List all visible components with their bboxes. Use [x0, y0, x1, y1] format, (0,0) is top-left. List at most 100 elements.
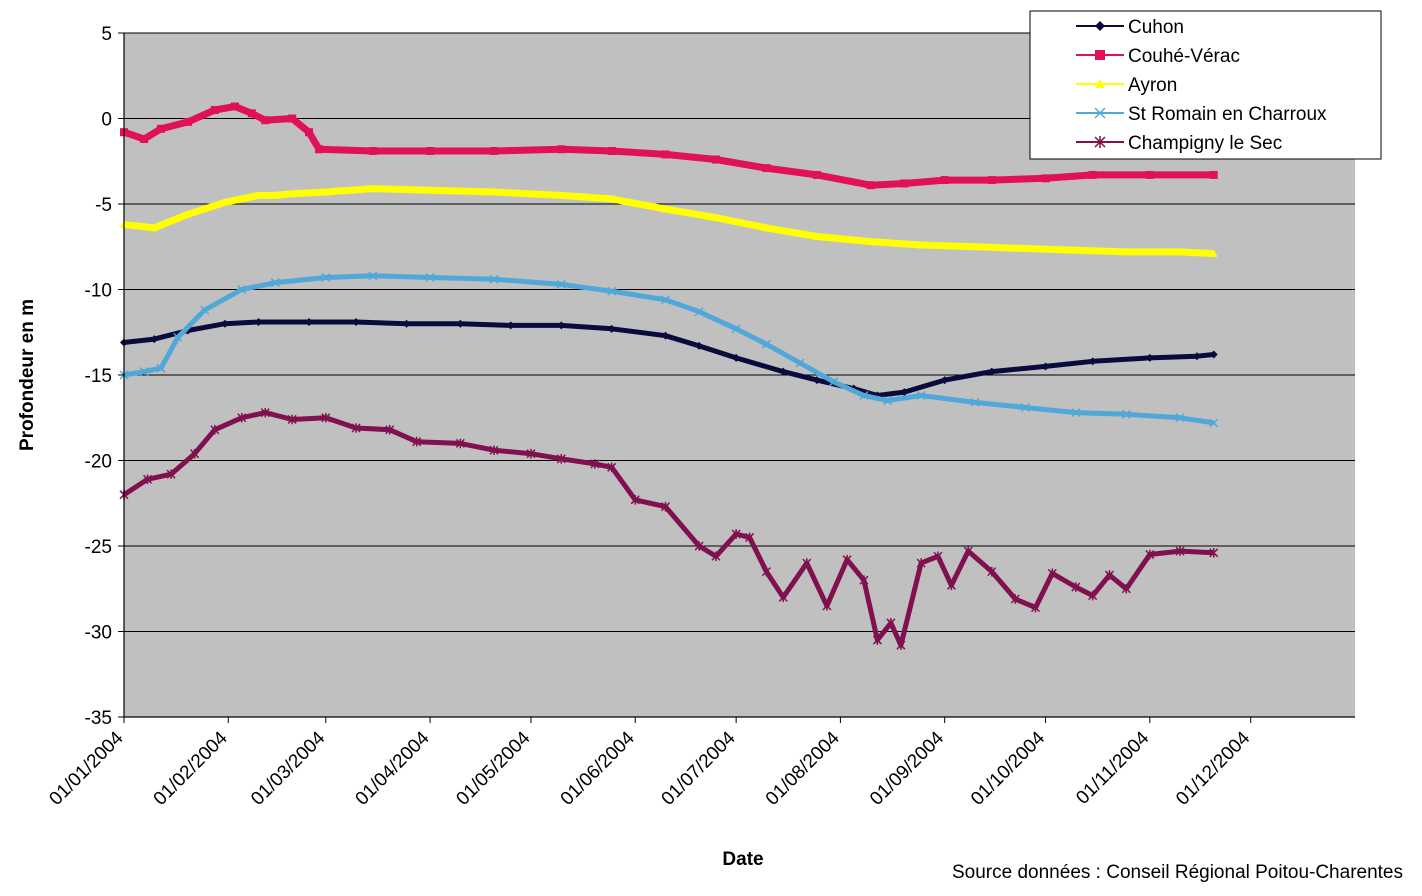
- data-point: [1095, 79, 1105, 88]
- data-point: [166, 469, 176, 479]
- y-tick-label: -15: [85, 366, 112, 387]
- data-point: [190, 448, 200, 459]
- data-point: [963, 546, 973, 556]
- data-point: [1094, 136, 1106, 148]
- data-point: [254, 317, 263, 326]
- data-point: [607, 194, 616, 203]
- series-1: [120, 317, 1218, 400]
- legend-entry: St Romain en Charroux: [1076, 104, 1327, 125]
- legend-label: St Romain en Charroux: [1128, 104, 1327, 125]
- legend-label: Champigny le Sec: [1128, 133, 1282, 154]
- data-point: [352, 317, 361, 326]
- series-line: [122, 103, 1214, 189]
- data-point: [940, 376, 949, 385]
- data-point: [247, 109, 256, 118]
- data-point: [412, 436, 422, 447]
- data-point: [489, 146, 498, 155]
- data-point: [1176, 247, 1185, 256]
- data-point: [1209, 170, 1218, 179]
- data-point: [426, 186, 435, 194]
- data-point: [661, 331, 670, 340]
- data-point: [590, 459, 600, 469]
- data-point: [630, 495, 640, 505]
- data-point: [695, 341, 704, 350]
- data-point: [872, 635, 882, 645]
- data-point: [882, 396, 893, 406]
- data-point: [1088, 357, 1097, 366]
- data-point: [1030, 602, 1041, 613]
- data-point: [557, 321, 566, 330]
- data-point: [315, 145, 324, 154]
- data-point: [900, 388, 909, 397]
- data-point: [260, 407, 270, 418]
- data-point: [402, 319, 411, 328]
- data-point: [526, 448, 536, 459]
- data-point: [156, 363, 166, 373]
- data-point: [1020, 402, 1030, 413]
- data-point: [866, 237, 875, 245]
- y-tick-label: 5: [101, 24, 112, 45]
- data-point: [732, 353, 741, 362]
- data-point: [762, 223, 771, 232]
- data-point: [150, 335, 159, 344]
- data-point: [368, 146, 377, 155]
- data-point: [812, 376, 821, 385]
- data-point: [304, 128, 313, 137]
- data-point: [1145, 170, 1154, 179]
- data-point: [987, 367, 996, 376]
- data-point: [1021, 244, 1030, 252]
- y-tick-label: -35: [85, 708, 112, 729]
- legend-label: Cuhon: [1128, 17, 1184, 38]
- data-point: [779, 367, 788, 376]
- series-4: [119, 271, 1219, 428]
- data-point: [842, 554, 852, 565]
- data-point: [304, 317, 313, 326]
- series-line: [122, 410, 1214, 648]
- data-point: [822, 601, 832, 611]
- data-point: [933, 551, 943, 562]
- data-point: [1175, 546, 1185, 556]
- y-tick-label: 0: [101, 110, 112, 131]
- data-point: [1209, 418, 1219, 428]
- legend-entry: Ayron: [1076, 75, 1177, 96]
- legend-label: Ayron: [1128, 75, 1177, 96]
- y-tick-label: -25: [85, 537, 112, 558]
- data-point: [140, 135, 149, 144]
- data-point: [1094, 107, 1106, 119]
- data-point: [321, 188, 330, 196]
- data-point: [426, 146, 435, 155]
- y-axis-title: Profondeur en m: [17, 299, 38, 451]
- data-point: [351, 423, 361, 433]
- data-point: [1095, 50, 1105, 60]
- data-point: [1145, 549, 1155, 560]
- data-point: [270, 278, 280, 288]
- data-point: [556, 279, 566, 289]
- data-point: [660, 501, 671, 512]
- data-point: [456, 319, 465, 328]
- data-point: [761, 566, 771, 577]
- data-point: [1071, 582, 1081, 592]
- data-point: [711, 155, 720, 164]
- data-point: [1175, 413, 1185, 423]
- data-point: [321, 412, 331, 423]
- data-point: [1192, 352, 1201, 361]
- data-point: [557, 145, 566, 154]
- data-point: [1122, 247, 1131, 256]
- series-line: [123, 273, 1215, 426]
- data-point: [150, 223, 159, 232]
- data-point: [200, 305, 210, 315]
- data-point: [1095, 21, 1105, 31]
- series-layer: [119, 102, 1219, 650]
- data-point: [139, 367, 149, 377]
- data-point: [761, 339, 771, 349]
- data-point: [866, 181, 875, 190]
- data-point: [661, 150, 670, 159]
- data-point: [489, 188, 498, 196]
- data-point: [183, 117, 192, 126]
- data-point: [1041, 174, 1050, 183]
- data-point: [425, 272, 435, 283]
- data-point: [896, 640, 906, 650]
- data-point: [946, 580, 956, 591]
- data-point: [940, 176, 949, 185]
